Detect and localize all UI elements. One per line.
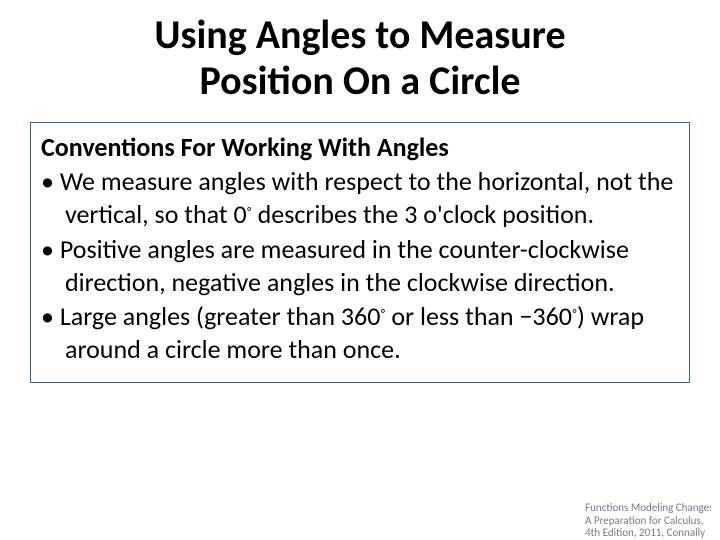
footer-line-1: Functions Modeling Change: <box>585 502 712 515</box>
title-line-2: Position On a Circle <box>0 58 720 104</box>
bullet-2: Positive angles are measured in the coun… <box>41 233 679 300</box>
bullet-1: We measure angles with respect to the ho… <box>41 165 679 232</box>
slide-title: Using Angles to Measure Position On a Ci… <box>0 0 720 122</box>
bullet-2-text: Positive angles are measured in the coun… <box>60 233 629 298</box>
footer-citation: Functions Modeling Change: A Preparation… <box>585 502 712 540</box>
content-subtitle: Conventions For Working With Angles <box>41 131 679 163</box>
bullet-3-mid: or less than −360 <box>385 300 572 332</box>
title-line-1: Using Angles to Measure <box>0 12 720 58</box>
bullet-3-pre: Large angles (greater than 360 <box>60 300 381 332</box>
content-box: Conventions For Working With Angles We m… <box>30 122 690 383</box>
bullet-3: Large angles (greater than 360◦ or less … <box>41 300 679 367</box>
footer-line-3: 4th Edition, 2011, Connally <box>585 527 712 540</box>
bullet-1-post: describes the 3 o'clock position. <box>252 198 594 230</box>
